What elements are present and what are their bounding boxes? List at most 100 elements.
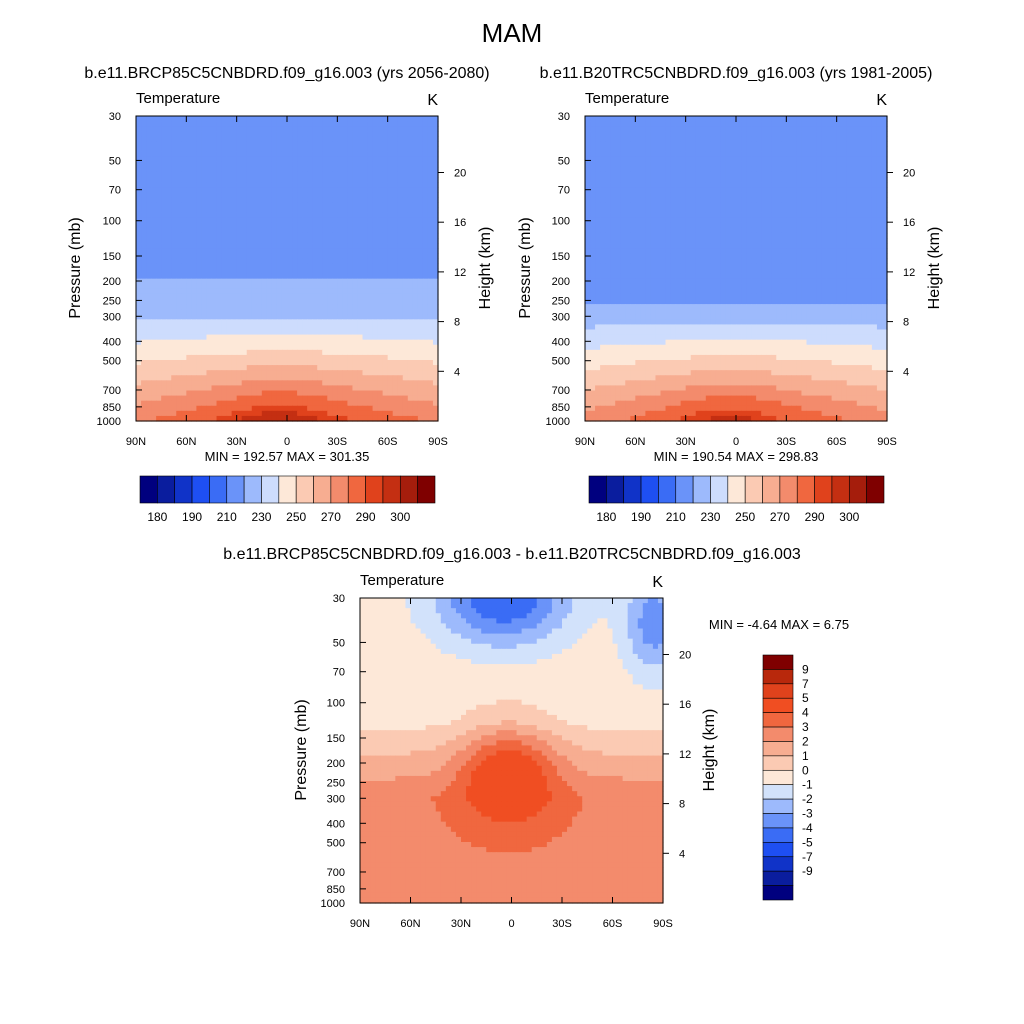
contour-cell [372,253,379,259]
contour-cell [397,212,404,219]
contour-cell [216,232,223,239]
contour-cell [831,156,838,163]
contour-cell [186,238,192,244]
contour-cell [236,395,243,402]
contour-cell [881,146,888,153]
contour-cell [347,283,354,290]
contour-cell [831,197,838,204]
contour-cell [392,410,399,417]
contour-cell [246,278,253,285]
contour-cell [327,192,333,198]
contour-cell [186,278,192,285]
contour-cell [432,309,439,315]
contour-cell [211,258,218,265]
contour-cell [680,187,687,193]
contour-cell [811,166,818,173]
contour-cell [156,268,162,275]
contour-cell [417,263,424,270]
contour-cell [146,166,152,173]
contour-cell [297,227,303,234]
contour-cell [372,146,379,153]
contour-cell [670,197,677,204]
contour-cell [776,192,782,198]
contour-cell [312,212,318,219]
contour-cell [206,415,213,422]
contour-cell [171,141,177,148]
contour-cell [146,136,152,143]
contour-cell [347,253,354,259]
contour-cell [337,360,343,366]
contour-cell [771,156,777,163]
contour-cell [266,217,273,224]
contour-cell [402,136,409,143]
contour-cell [231,390,238,397]
contour-cell [161,283,167,290]
contour-cell [266,344,273,351]
contour-cell [256,136,263,143]
contour-cell [665,187,672,193]
contour-cell [322,395,328,402]
contour-cell [236,222,243,229]
contour-cell [281,299,288,305]
contour-cell [881,182,888,188]
contour-cell [382,263,389,270]
contour-cell [382,410,389,417]
contour-cell [201,299,208,305]
contour-cell [761,126,767,132]
contour-cell [387,116,394,122]
contour-cell [422,238,429,244]
contour-cell [221,146,228,153]
contour-cell [377,192,384,198]
contour-cell [292,187,298,193]
contour-cell [725,146,732,153]
contour-cell [675,166,682,173]
contour-cell [297,360,303,366]
contour-cell [216,131,223,137]
contour-cell [635,177,641,183]
contour-cell [625,131,631,137]
contour-cell [377,131,384,137]
contour-cell [412,126,419,132]
contour-cell [171,121,177,127]
contour-cell [136,161,142,168]
panel-present-title: b.e11.B20TRC5CNBDRD.f09_g16.003 (yrs 198… [540,65,933,82]
contour-cell [171,370,177,376]
contour-cell [191,293,197,300]
contour-cell [141,324,147,331]
contour-cell [236,349,243,356]
contour-cell [766,207,772,214]
contour-cell [725,141,732,148]
contour-cell [156,116,162,122]
contour-cell [332,380,338,387]
contour-cell [397,151,404,158]
contour-cell [231,339,238,346]
contour-cell [352,324,359,331]
contour-cell [387,339,394,346]
contour-cell [781,126,787,132]
contour-cell [826,156,833,163]
contour-cell [705,222,712,229]
contour-cell [327,304,333,310]
contour-cell [412,151,419,158]
contour-cell [640,217,646,224]
contour-cell [402,380,409,387]
contour-cell [841,121,848,127]
contour-cell [432,121,439,127]
contour-cell [610,192,616,198]
contour-cell [271,217,278,224]
contour-cell [226,293,233,300]
contour-cell [831,136,838,143]
contour-cell [362,131,369,137]
contour-cell [322,232,328,239]
contour-cell [871,146,878,153]
contour-cell [595,192,601,198]
contour-cell [302,212,308,219]
contour-cell [871,192,878,198]
contour-cell [292,222,298,229]
panel-present-right-string: K [876,92,887,109]
contour-cell [307,375,313,381]
contour-cell [796,177,803,183]
contour-cell [412,339,419,346]
contour-cell [271,151,278,158]
contour-cell [650,177,657,183]
